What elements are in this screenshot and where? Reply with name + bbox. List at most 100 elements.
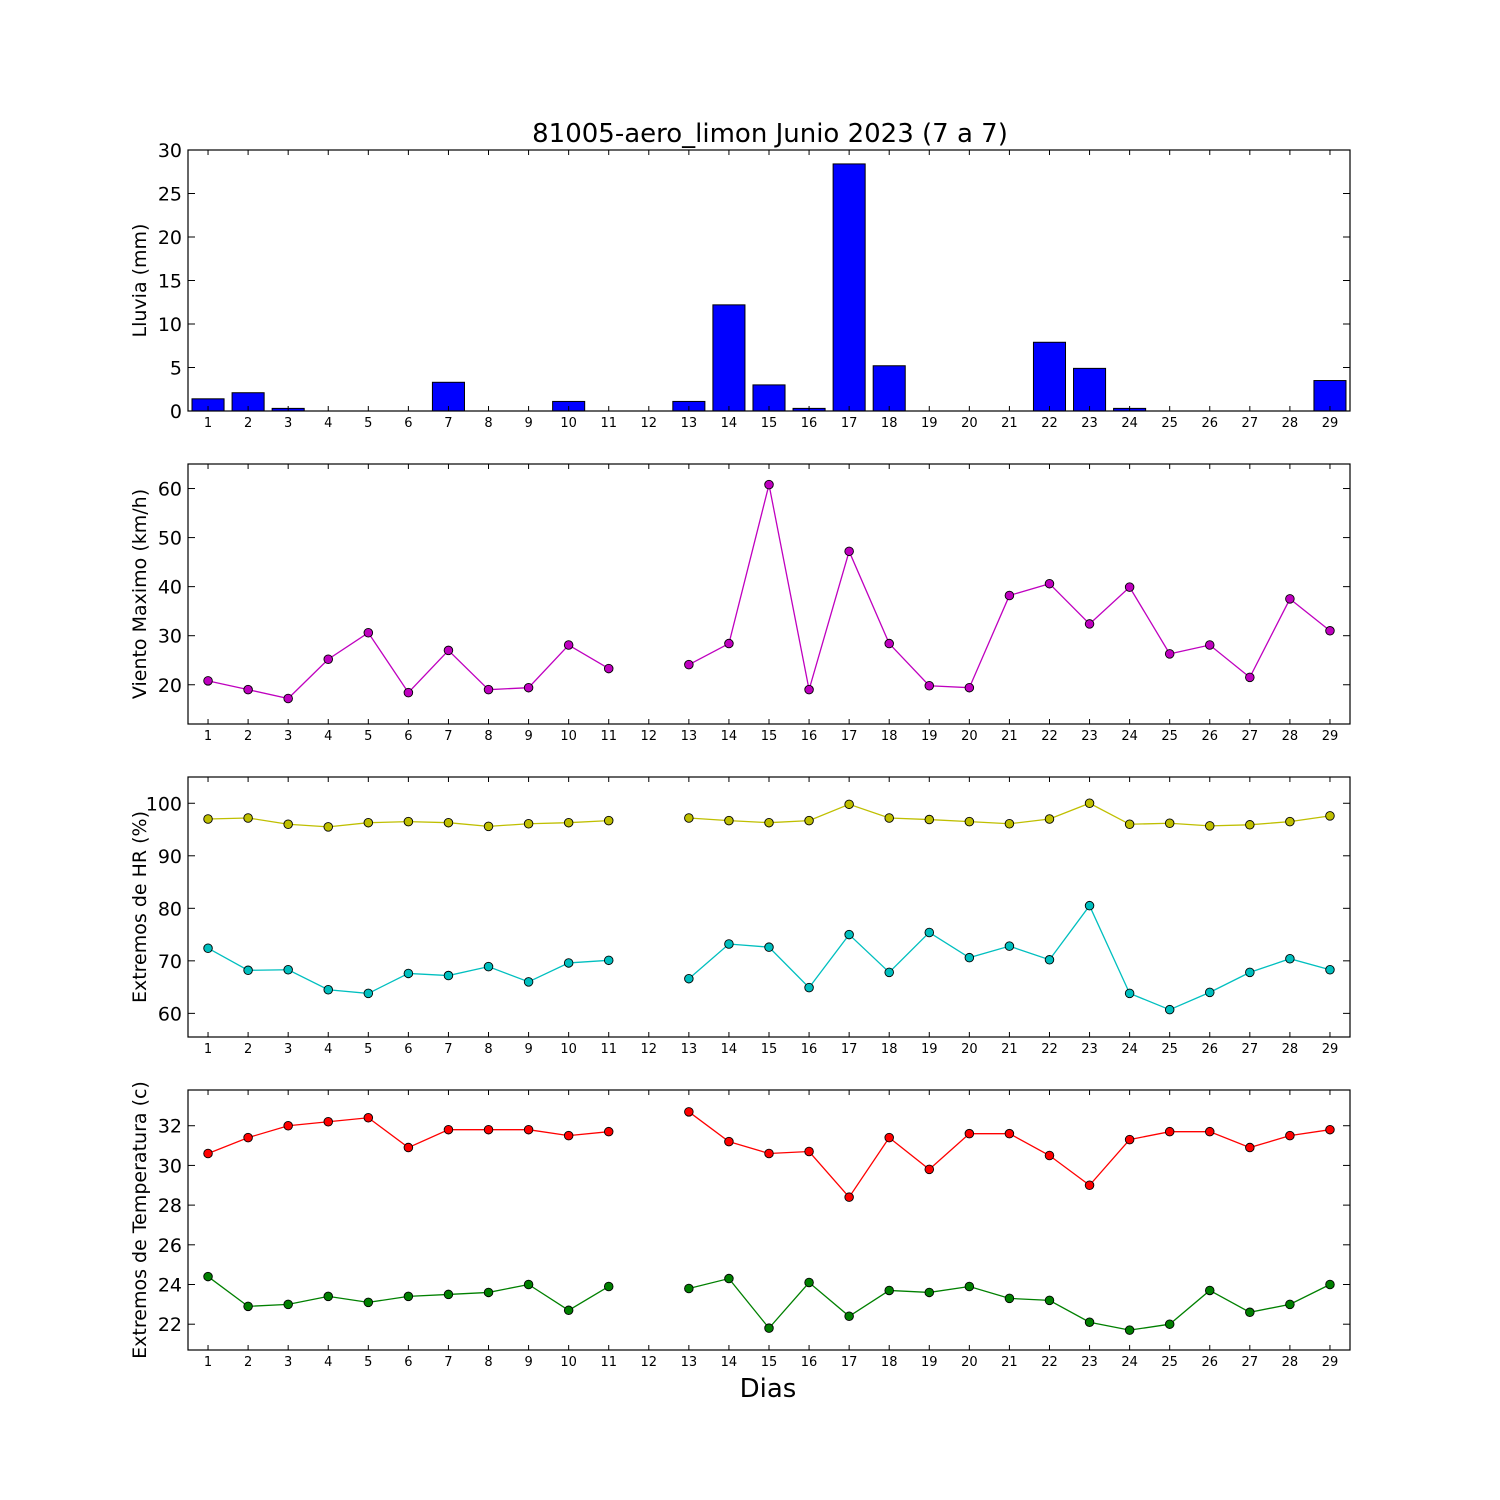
series-2-point-day-17	[844, 1311, 854, 1322]
x-tick-label: 8	[484, 729, 492, 744]
series-2-point-day-10	[563, 958, 574, 968]
series-1-point-day-24	[1124, 582, 1135, 592]
x-tick-label: 21	[1001, 1042, 1018, 1057]
series-1-point-day-29	[1325, 811, 1335, 821]
series-2-point-day-5	[363, 1297, 374, 1308]
series-2-point-day-8	[483, 1287, 494, 1298]
series-1-point-day-7	[443, 817, 454, 828]
series-2-line-2	[688, 904, 1331, 1011]
x-tick-label: 3	[284, 416, 292, 431]
series-2-point-day-7	[443, 970, 454, 981]
series-2-point-day-25	[1164, 1004, 1175, 1015]
series-1-point-day-19	[924, 1164, 935, 1175]
series-2-point-day-22	[1044, 1295, 1055, 1306]
y-tick-label: 30	[158, 626, 182, 648]
series-1-point-day-17	[844, 1192, 854, 1202]
series-1-point-day-27	[1245, 672, 1255, 683]
series-2-point-day-11	[603, 1281, 614, 1292]
series-1-point-day-29	[1325, 626, 1335, 636]
series-2-point-day-20	[964, 1281, 975, 1292]
series-2-point-day-18	[884, 1285, 894, 1296]
series-1-point-day-26	[1205, 640, 1215, 650]
x-tick-label: 25	[1161, 729, 1178, 744]
series-1-point-day-22	[1044, 578, 1055, 589]
plot-frame	[187, 1089, 1351, 1351]
x-tick-label: 1	[204, 1042, 212, 1057]
x-tick-label: 7	[444, 1042, 452, 1057]
series-1-point-day-19	[924, 814, 935, 825]
x-tick-label: 20	[961, 416, 978, 431]
x-tick-label: 25	[1161, 1355, 1178, 1370]
x-axis-label: Dias	[740, 1374, 797, 1404]
series-1-point-day-21	[1004, 590, 1015, 601]
series-1-point-day-25	[1164, 649, 1175, 659]
x-tick-label: 29	[1322, 1042, 1339, 1057]
series-2-point-day-3	[283, 1299, 293, 1310]
series-1-point-day-24	[1124, 1134, 1135, 1145]
series-1-point-day-25	[1164, 818, 1175, 828]
bar-day-23	[1073, 367, 1107, 412]
series-1-point-day-4	[323, 822, 333, 832]
series-1-point-day-6	[403, 816, 414, 827]
x-tick-label: 6	[404, 1042, 412, 1057]
series-1-point-day-9	[523, 1124, 534, 1135]
series-1-point-day-3	[283, 819, 293, 830]
x-tick-label: 5	[364, 1355, 372, 1370]
y-tick-label: 28	[158, 1195, 182, 1217]
series-1-line-2	[688, 484, 1331, 690]
x-tick-label: 10	[560, 1042, 577, 1057]
x-tick-label: 12	[641, 1355, 658, 1370]
series-1-point-day-25	[1164, 1126, 1175, 1137]
series-2-point-day-14	[724, 939, 734, 949]
x-tick-label: 21	[1001, 416, 1018, 431]
y-tick-label: 26	[158, 1235, 182, 1257]
x-tick-label: 18	[881, 416, 898, 431]
series-1-point-day-14	[724, 815, 734, 826]
x-tick-label: 19	[921, 1042, 938, 1057]
series-2-point-day-13	[684, 973, 694, 984]
y-axis-label: Viento Maximo (km/h)	[129, 489, 151, 699]
plot-frame	[187, 463, 1351, 725]
series-2-point-day-11	[603, 955, 614, 966]
x-tick-label: 21	[1001, 1355, 1018, 1370]
x-tick-label: 24	[1121, 1042, 1138, 1057]
y-tick-label: 40	[158, 577, 182, 599]
x-tick-label: 22	[1041, 416, 1058, 431]
series-1-point-day-19	[924, 680, 935, 691]
series-1-point-day-10	[563, 817, 574, 828]
x-tick-label: 24	[1121, 1355, 1138, 1370]
x-tick-label: 7	[444, 416, 452, 431]
series-2-point-day-25	[1164, 1319, 1175, 1329]
x-tick-label: 24	[1121, 729, 1138, 744]
series-1-point-day-23	[1084, 798, 1095, 809]
series-1-point-day-10	[563, 1130, 574, 1141]
series-1-point-day-1	[203, 676, 213, 686]
x-tick-label: 23	[1081, 416, 1098, 431]
series-1-point-day-27	[1245, 820, 1255, 830]
x-tick-label: 10	[560, 729, 577, 744]
panel-2: 1 2 3 4 5 6 7 8 9 10 11 12 13 14 15 16 17 18 19 20 21 22 23 24 2…	[129, 463, 1351, 744]
x-tick-label: 28	[1282, 1042, 1299, 1057]
x-tick-label: 4	[324, 729, 332, 744]
series-2-point-day-26	[1205, 987, 1215, 998]
x-tick-label: 11	[600, 729, 617, 744]
series-2-point-day-2	[243, 1301, 253, 1312]
x-tick-label: 19	[921, 416, 938, 431]
series-2-point-day-19	[924, 1287, 935, 1298]
x-tick-label: 29	[1322, 729, 1339, 744]
series-2-point-day-10	[563, 1305, 574, 1316]
y-tick-label: 50	[158, 528, 182, 550]
x-tick-label: 22	[1041, 1042, 1058, 1057]
x-tick-label: 13	[681, 416, 698, 431]
series-1-point-day-5	[363, 628, 374, 638]
series-1-point-day-22	[1044, 1150, 1055, 1161]
y-tick-label: 20	[158, 675, 182, 697]
y-tick-label: 32	[158, 1116, 182, 1138]
x-tick-label: 10	[560, 1355, 577, 1370]
x-tick-label: 6	[404, 729, 412, 744]
x-tick-label: 20	[961, 729, 978, 744]
x-tick-label: 17	[841, 729, 858, 744]
series-1-point-day-15	[764, 1148, 774, 1159]
x-tick-label: 27	[1242, 729, 1259, 744]
